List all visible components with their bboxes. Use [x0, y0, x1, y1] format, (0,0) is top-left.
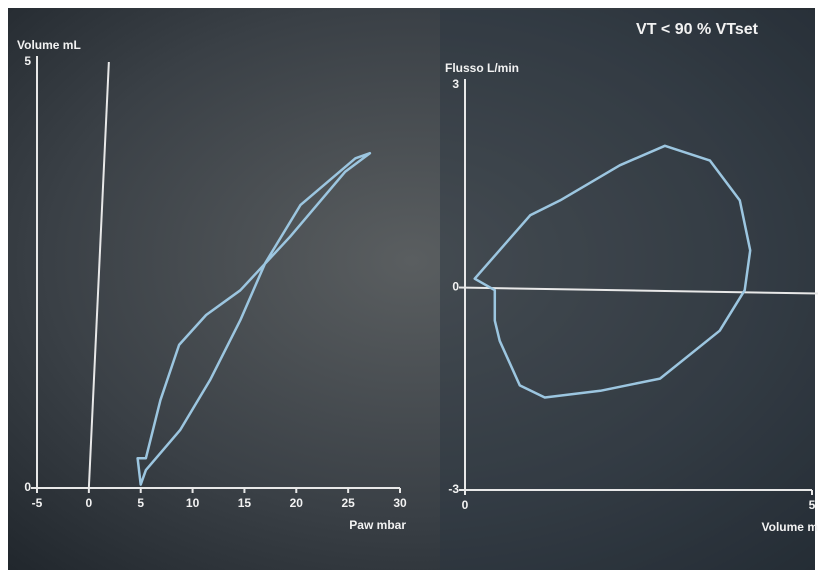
x-tick-label: 0: [462, 498, 469, 512]
ventilator-screen: -505101520253005Volume mLPaw mbar05-303F…: [0, 0, 823, 578]
x-tick-label: 15: [238, 496, 252, 510]
y-tick-label: 0: [24, 480, 31, 494]
x-axis-label: Paw mbar: [349, 518, 406, 532]
y-axis-label: Volume mL: [17, 38, 81, 52]
x-tick-label: 0: [86, 496, 93, 510]
y-tick-label: 0: [452, 280, 459, 294]
y-axis-label: Flusso L/min: [445, 61, 519, 75]
y-tick-label: -3: [448, 482, 459, 496]
x-tick-label: 5: [137, 496, 144, 510]
x-axis-label: Volume m: [762, 520, 818, 534]
x-tick-label: 25: [341, 496, 355, 510]
x-tick-label: 20: [290, 496, 304, 510]
y-tick-label: 3: [452, 77, 459, 91]
x-tick-label: -5: [32, 496, 43, 510]
x-tick-label: 10: [186, 496, 200, 510]
x-tick-label: 5: [809, 498, 816, 512]
alarm-message: VT < 90 % VTset: [636, 21, 759, 38]
x-tick-label: 30: [393, 496, 407, 510]
y-tick-label: 5: [24, 54, 31, 68]
